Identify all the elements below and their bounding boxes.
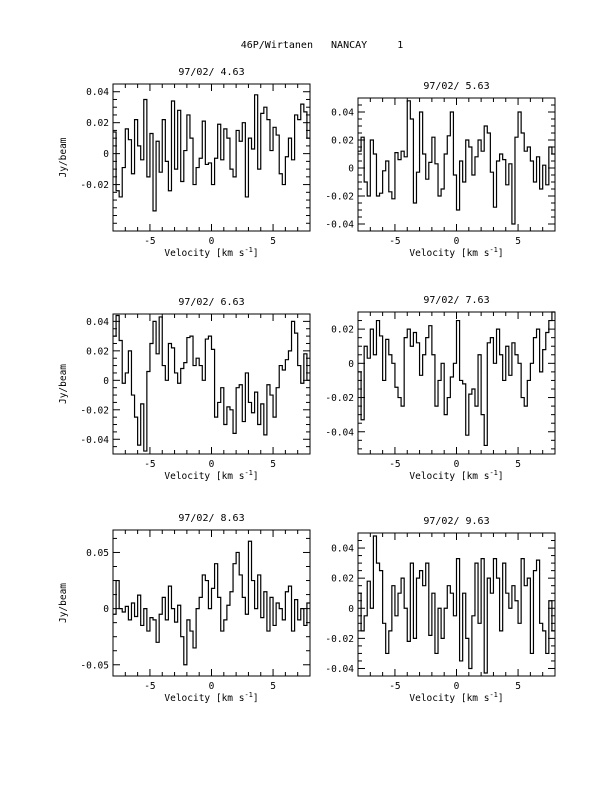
chart-panel-1: 97/02/ 4.63 -5 0 5 -0.02 0 0.02 0.04 Velocity [k… xyxy=(58,67,311,259)
y-tick-label: -0.02 xyxy=(325,634,354,645)
y-tick-label: 0 xyxy=(103,604,109,615)
x-axis-label: Velocity [km s-1] xyxy=(164,246,258,259)
y-tick-label: 0 xyxy=(103,149,109,160)
x-axis-label-exponent: -1 xyxy=(489,691,497,699)
panel-title: 97/02/ 6.63 xyxy=(178,297,244,308)
spectrum-trace xyxy=(113,314,310,452)
plot-frame xyxy=(112,83,311,232)
y-tick-label: 0.05 xyxy=(86,548,109,559)
x-axis-label-exponent: -1 xyxy=(489,246,497,254)
chart-panel-4: 97/02/ 7.63 -5 0 5 -0.04 -0.02 0 0.02 Velocity [… xyxy=(325,295,556,482)
x-tick-label: 5 xyxy=(515,236,521,247)
x-axis-label: Velocity [km s-1] xyxy=(409,469,503,482)
x-tick-label: 0 xyxy=(454,236,460,247)
y-tick-label: 0.04 xyxy=(86,87,109,98)
x-tick-label: 5 xyxy=(515,459,521,470)
y-tick-label: -0.02 xyxy=(80,180,109,191)
y-tick-label: 0 xyxy=(348,604,354,615)
x-axis-label-end: ] xyxy=(498,471,504,482)
y-tick-label: 0 xyxy=(348,164,354,175)
y-tick-label: 0.04 xyxy=(331,544,354,555)
y-tick-label: -0.04 xyxy=(325,220,354,231)
x-tick-label: 0 xyxy=(209,681,215,692)
spectrum-trace xyxy=(358,100,555,225)
y-tick-label: 0.04 xyxy=(86,317,109,328)
x-tick-label: -5 xyxy=(389,236,400,247)
x-axis-label: Velocity [km s-1] xyxy=(164,469,258,482)
y-tick-label: -0.02 xyxy=(325,393,354,404)
y-tick-label: 0 xyxy=(348,359,354,370)
x-tick-label: 5 xyxy=(270,459,276,470)
x-tick-label: 0 xyxy=(209,236,215,247)
y-tick-label: 0.02 xyxy=(331,325,354,336)
x-tick-label: 5 xyxy=(270,681,276,692)
y-tick-label: -0.02 xyxy=(325,192,354,203)
spectrum-trace xyxy=(113,540,310,666)
x-axis-label-end: ] xyxy=(498,693,504,704)
plot-frame xyxy=(112,313,311,455)
chart-panel-2: 97/02/ 5.63 -5 0 5 -0.04 -0.02 0 0.02 0.04 Veloci… xyxy=(325,81,556,259)
x-axis-label-end: ] xyxy=(253,471,259,482)
x-axis-label-main: Velocity [km s xyxy=(409,248,489,259)
x-axis-label: Velocity [km s-1] xyxy=(409,246,503,259)
y-tick-label: 0.04 xyxy=(331,108,354,119)
chart-panel-6: 97/02/ 9.63 -5 0 5 -0.04 -0.02 0 0.02 0.04 Veloci… xyxy=(325,516,556,704)
y-tick-label: -0.02 xyxy=(80,405,109,416)
x-tick-label: 0 xyxy=(454,459,460,470)
x-axis-label: Velocity [km s-1] xyxy=(164,691,258,704)
panel-title: 97/02/ 7.63 xyxy=(423,295,489,306)
x-axis-label-exponent: -1 xyxy=(244,469,252,477)
x-axis-label-exponent: -1 xyxy=(244,246,252,254)
x-tick-label: -5 xyxy=(144,236,155,247)
x-axis-label-exponent: -1 xyxy=(244,691,252,699)
y-tick-label: -0.05 xyxy=(80,660,109,671)
chart-panel-3: 97/02/ 6.63 -5 0 5 -0.04 -0.02 0 0.02 0.04 Veloci… xyxy=(58,297,311,482)
panels: 97/02/ 4.63 -5 0 5 -0.02 0 0.02 0.04 Velocity [k… xyxy=(58,67,556,704)
spectrum-trace xyxy=(358,311,555,447)
x-axis-label-end: ] xyxy=(498,248,504,259)
y-tick-label: 0.02 xyxy=(331,136,354,147)
y-axis-label: Jy/beam xyxy=(58,364,69,404)
x-tick-label: 0 xyxy=(209,459,215,470)
y-tick-label: -0.04 xyxy=(325,664,354,675)
y-tick-label: 0.02 xyxy=(86,118,109,129)
x-tick-label: -5 xyxy=(389,681,400,692)
x-tick-label: 0 xyxy=(454,681,460,692)
x-tick-label: -5 xyxy=(144,681,155,692)
y-axis-label: Jy/beam xyxy=(58,137,69,177)
x-axis-label-end: ] xyxy=(253,248,259,259)
chart-panel-5: 97/02/ 8.63 -5 0 5 -0.05 0 0.05 Velocity [km s-… xyxy=(58,513,311,704)
y-tick-label: 0 xyxy=(103,376,109,387)
x-axis-label-end: ] xyxy=(253,693,259,704)
x-tick-label: -5 xyxy=(389,459,400,470)
spectrum-trace xyxy=(358,535,555,674)
x-tick-label: -5 xyxy=(144,459,155,470)
figure-title: 46P/Wirtanen NANCAY 1 xyxy=(241,40,404,51)
y-tick-label: 0.02 xyxy=(86,346,109,357)
x-axis-label-exponent: -1 xyxy=(489,469,497,477)
y-axis-label: Jy/beam xyxy=(58,583,69,623)
x-axis-label-main: Velocity [km s xyxy=(409,471,489,482)
x-tick-label: 5 xyxy=(515,681,521,692)
panel-title: 97/02/ 4.63 xyxy=(178,67,244,78)
x-axis-label-main: Velocity [km s xyxy=(164,471,244,482)
x-tick-label: 5 xyxy=(270,236,276,247)
y-tick-label: -0.04 xyxy=(325,427,354,438)
spectrum-trace xyxy=(113,94,310,212)
panel-title: 97/02/ 8.63 xyxy=(178,513,244,524)
x-axis-label-main: Velocity [km s xyxy=(164,248,244,259)
x-axis-label-main: Velocity [km s xyxy=(164,693,244,704)
y-tick-label: -0.04 xyxy=(80,435,109,446)
panel-title: 97/02/ 9.63 xyxy=(423,516,489,527)
x-axis-label: Velocity [km s-1] xyxy=(409,691,503,704)
plot-frame xyxy=(357,97,556,232)
x-axis-label-main: Velocity [km s xyxy=(409,693,489,704)
panel-title: 97/02/ 5.63 xyxy=(423,81,489,92)
y-tick-label: 0.02 xyxy=(331,574,354,585)
